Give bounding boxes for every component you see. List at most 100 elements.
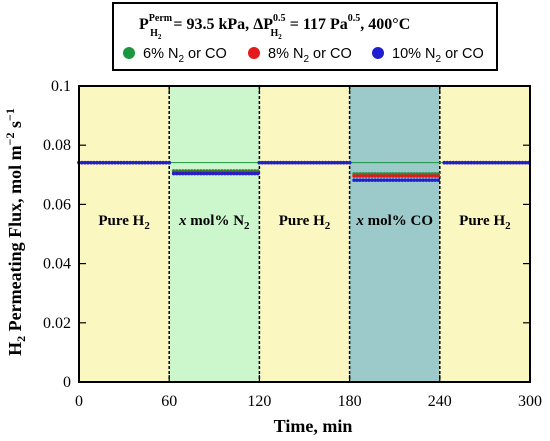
header-box: PPerm H2 = 93.5 kPa, ΔP0.5 H2 = 117 Pa0.5,…	[112, 2, 498, 71]
header-delta-eq: = 117 Pa	[286, 16, 348, 33]
point-s2-g2	[338, 160, 343, 165]
point-s2-g0	[161, 160, 165, 165]
region-1	[169, 86, 260, 382]
point-s2-g4	[478, 160, 483, 165]
legend-label-0: 6% N2 or CO	[143, 46, 227, 65]
point-s2-g4	[469, 160, 474, 165]
point-s2-g2	[266, 160, 271, 165]
point-s2-g3	[376, 178, 380, 182]
point-s2-g0	[167, 160, 171, 165]
point-s2-g0	[110, 160, 114, 165]
point-s2-g4	[481, 160, 486, 165]
point-s2-g1	[195, 171, 200, 176]
point-s2-g4	[466, 160, 471, 165]
point-s2-g4	[496, 160, 501, 165]
point-s2-g3	[388, 178, 392, 182]
point-s2-g4	[490, 160, 495, 165]
point-s2-g2	[329, 160, 334, 165]
header-delta-unit-sup: 0.5	[348, 13, 361, 24]
point-s2-g2	[326, 160, 331, 165]
point-s2-g0	[143, 160, 147, 165]
point-s2-g0	[119, 160, 123, 165]
point-s2-g4	[475, 160, 480, 165]
point-s2-g1	[207, 171, 212, 176]
point-s2-g1	[183, 171, 188, 176]
point-s2-g4	[463, 160, 468, 165]
point-s1-g3	[367, 174, 371, 178]
point-s2-g2	[296, 160, 301, 165]
point-s2-g1	[210, 171, 215, 176]
axis-ticks: 0 60 120 180 240 300 0 0.02 0.04 0.06 0.08 0.1	[43, 78, 542, 410]
point-s2-g2	[335, 160, 340, 165]
region-label-1: x mol% N2	[178, 213, 250, 232]
point-s2-g0	[122, 160, 126, 165]
point-s2-g0	[137, 160, 141, 165]
region-label-sub-0: 2	[144, 220, 150, 232]
region-label-sub-1: 2	[244, 220, 250, 232]
point-s2-g2	[290, 160, 295, 165]
legend-label-2: 10% N2 or CO	[392, 46, 484, 65]
point-s2-g2	[272, 160, 277, 165]
point-s2-g3	[421, 178, 426, 182]
point-s2-g2	[281, 160, 286, 165]
point-s2-g2	[341, 160, 346, 165]
point-s2-g0	[131, 160, 135, 165]
point-s2-g2	[344, 160, 349, 165]
point-s2-g0	[116, 160, 120, 165]
point-s1-g3	[379, 174, 383, 178]
point-s2-g0	[89, 160, 93, 165]
point-s1-g3	[385, 174, 389, 178]
region-labels: Pure H2 x mol% N2 Pure H2 x mol% CO Pure H2	[98, 213, 511, 232]
x-tick-label-3: 180	[338, 393, 362, 410]
region-label-italic-1: x	[178, 213, 187, 229]
point-s2-g0	[92, 160, 96, 165]
point-s2-g0	[125, 160, 129, 165]
point-s2-g0	[101, 160, 105, 165]
point-s2-g2	[317, 160, 322, 165]
point-s2-g2	[284, 160, 289, 165]
point-s1-g3	[382, 174, 386, 178]
point-s2-g3	[406, 178, 411, 182]
point-s2-g1	[253, 171, 257, 176]
y-tick-label-4: 0.08	[43, 137, 71, 154]
header-formula: PPerm H2 = 93.5 kPa, ΔP0.5 H2 = 117 Pa0.5,…	[139, 13, 410, 41]
point-s2-g4	[499, 160, 504, 165]
point-s1-g3	[397, 174, 402, 178]
point-s1-g3	[376, 174, 380, 178]
background-regions	[79, 86, 530, 382]
point-s2-g0	[95, 160, 99, 165]
point-s2-g0	[113, 160, 117, 165]
point-s2-g1	[177, 171, 182, 176]
point-s2-g4	[514, 160, 519, 165]
point-s2-g3	[379, 178, 383, 182]
point-s2-g2	[305, 160, 310, 165]
region-label-text-1: mol% N	[187, 213, 245, 229]
point-s2-g3	[355, 178, 359, 182]
point-s2-g1	[180, 171, 185, 176]
y-tick-label-0: 0	[63, 374, 71, 391]
point-s2-g2	[260, 160, 265, 165]
point-s1-g3	[391, 174, 395, 178]
point-s2-g3	[394, 178, 399, 182]
point-s2-g3	[373, 178, 377, 182]
point-s2-g4	[472, 160, 477, 165]
point-s2-g1	[204, 171, 209, 176]
point-s2-g2	[278, 160, 283, 165]
point-s2-g3	[352, 178, 356, 182]
point-s2-g4	[487, 160, 492, 165]
point-s2-g0	[98, 160, 102, 165]
region-label-text-0: Pure H	[98, 213, 144, 229]
point-s2-g0	[140, 160, 144, 165]
region-4	[439, 86, 530, 382]
series-2	[77, 160, 531, 182]
point-s1-g3	[409, 174, 414, 178]
y-axis-title: H2 Permeating Flux, mol m−2 s−1	[3, 108, 28, 356]
x-tick-label-1: 60	[161, 393, 177, 410]
region-0	[79, 86, 170, 382]
point-s2-g2	[275, 160, 280, 165]
point-s2-g2	[347, 160, 352, 165]
header-lhs-base: P	[139, 16, 149, 33]
point-s2-g3	[418, 178, 423, 182]
point-s2-g2	[302, 160, 307, 165]
x-axis-title: Time, min	[274, 416, 353, 436]
